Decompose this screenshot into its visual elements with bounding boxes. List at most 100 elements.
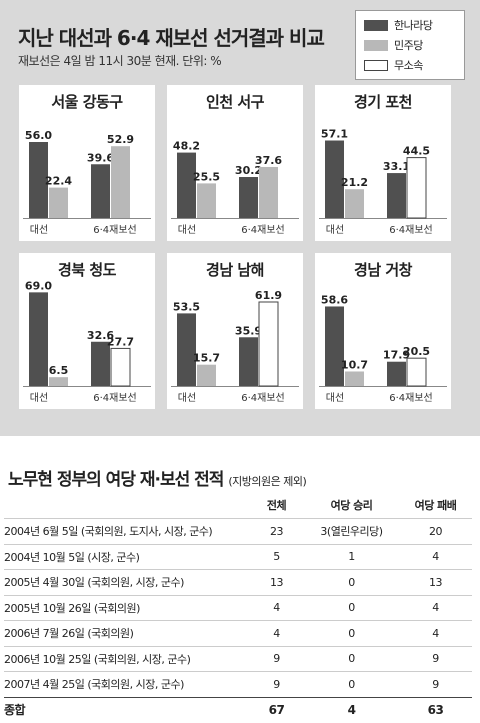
table-header-row: 전체 여당 승리 여당 패배 <box>4 492 472 519</box>
data-label: 52.9 <box>107 133 134 146</box>
panel-title: 경북 청도 <box>58 261 116 279</box>
bar <box>49 377 68 386</box>
category-label: 대선 <box>326 224 344 236</box>
bar <box>239 177 258 218</box>
legend-label: 민주당 <box>394 39 423 52</box>
panel-chart: 53.5 15.7 대선 35.9 61.9 6·4재보선 <box>171 289 299 404</box>
win-count: 0 <box>304 569 399 595</box>
panel-chart: 57.1 21.2 대선 33.1 44.5 6·4재보선 <box>319 128 447 236</box>
table-title: 노무현 정부의 여당 재·보선 전적 (지방의원은 제외) <box>8 465 307 490</box>
bar <box>345 371 364 386</box>
category-label: 대선 <box>30 392 48 404</box>
bar <box>325 140 344 218</box>
bar <box>258 301 279 387</box>
chart-panel: 서울 강동구 56.0 22.4 대선 39.6 52.9 6·4재보선 <box>19 85 155 241</box>
legend-label: 무소속 <box>394 59 423 72</box>
win-count: 4 <box>304 696 399 722</box>
table-row: 2007년 4월 25일 (국회의원, 시장, 군수) 9 0 9 <box>4 671 472 697</box>
bar <box>111 146 130 218</box>
bar <box>197 183 216 218</box>
chart-panel: 경남 거창 58.6 10.7 대선 17.9 20.5 6·4재보선 <box>315 253 451 409</box>
data-label: 20.5 <box>403 345 430 358</box>
chart-panel: 인천 서구 48.2 25.5 대선 30.2 37.6 6·4재보선 <box>167 85 303 241</box>
panel-title: 경남 거창 <box>354 261 412 279</box>
bar <box>345 189 364 218</box>
bar <box>49 187 68 218</box>
panel-title: 경기 포천 <box>354 93 412 111</box>
win-count: 3(열린우리당) <box>304 518 399 544</box>
data-label: 48.2 <box>173 140 200 153</box>
bar <box>325 306 344 386</box>
total-count: 4 <box>249 594 304 621</box>
category-label: 대선 <box>30 224 48 236</box>
loss-count: 4 <box>399 543 472 570</box>
table-note: (지방의원은 제외) <box>228 475 307 488</box>
category-label: 6·4재보선 <box>241 224 285 236</box>
loss-count: 63 <box>399 696 472 722</box>
data-label: 21.2 <box>341 176 368 189</box>
row-label: 2005년 4월 30일 (국회의원, 시장, 군수) <box>4 569 249 595</box>
legend-item: 민주당 <box>364 37 423 53</box>
data-label: 35.9 <box>235 324 262 337</box>
win-count: 0 <box>304 645 399 672</box>
chart-subtitle: 재보선은 4일 밤 11시 30분 현재. 단위: % <box>18 54 222 68</box>
data-label: 57.1 <box>321 128 348 141</box>
legend-swatch <box>364 59 388 71</box>
loss-count: 4 <box>399 620 472 646</box>
panel-title: 인천 서구 <box>206 93 264 111</box>
chart-panel: 경기 포천 57.1 21.2 대선 33.1 44.5 6·4재보선 <box>315 85 451 241</box>
bar <box>29 292 48 386</box>
data-label: 30.2 <box>235 164 262 177</box>
category-label: 대선 <box>178 224 196 236</box>
data-label: 69.0 <box>25 279 52 292</box>
legend: 한나라당 민주당 무소속 <box>355 10 465 80</box>
win-count: 0 <box>304 594 399 621</box>
total-count: 5 <box>249 543 304 570</box>
category-label: 6·4재보선 <box>389 392 433 404</box>
category-label: 6·4재보선 <box>389 224 433 236</box>
total-count: 13 <box>249 569 304 595</box>
legend-item: 한나라당 <box>364 17 433 33</box>
bar <box>387 361 406 386</box>
data-label: 6.5 <box>49 364 69 377</box>
chart-title: 지난 대선과 6·4 재보선 선거결과 비교 <box>18 26 325 50</box>
table-row: 2006년 10월 25일 (국회의원, 시장, 군수) 9 0 9 <box>4 645 472 672</box>
panel-chart: 48.2 25.5 대선 30.237.6 6·4재보선 <box>171 140 299 236</box>
category-label: 6·4재보선 <box>93 224 137 236</box>
loss-count: 4 <box>399 594 472 621</box>
bar <box>29 142 48 218</box>
data-label: 27.7 <box>107 335 134 348</box>
row-label: 2007년 4월 25일 (국회의원, 시장, 군수) <box>4 671 249 697</box>
legend-item: 무소속 <box>364 57 423 73</box>
table-row: 2005년 10월 26일 (국회의원) 4 0 4 <box>4 594 472 621</box>
data-label: 25.5 <box>193 170 220 183</box>
column-header: 여당 승리 <box>330 499 373 512</box>
bar <box>239 337 258 386</box>
legend-swatch <box>364 19 388 31</box>
table-row: 2006년 7월 26일 (국회의원) 4 0 4 <box>4 620 472 646</box>
column-header: 전체 <box>266 499 287 512</box>
legend-label: 한나라당 <box>394 19 433 32</box>
chart-panel: 경북 청도 69.0 6.5 대선 32.6 27.7 6·4재보선 <box>19 253 155 409</box>
bar <box>197 364 216 386</box>
loss-count: 13 <box>399 569 472 595</box>
data-label: 37.6 <box>255 154 282 167</box>
bar <box>91 164 110 218</box>
data-label: 61.9 <box>255 289 282 302</box>
bar <box>91 341 110 386</box>
bar <box>406 157 427 219</box>
data-label: 56.0 <box>25 129 52 142</box>
table-title-text: 노무현 정부의 여당 재·보선 전적 <box>8 470 224 490</box>
legend-swatch <box>364 39 388 51</box>
bar <box>110 347 131 387</box>
data-label: 58.6 <box>321 293 348 306</box>
panel-chart: 69.0 6.5 대선 32.627.7 6·4재보선 <box>23 279 151 404</box>
data-label: 32.6 <box>87 329 114 342</box>
bar <box>177 152 196 218</box>
data-label: 10.7 <box>341 358 368 371</box>
data-label: 53.5 <box>173 300 200 313</box>
total-count: 67 <box>249 696 304 722</box>
chart-panel: 경남 남해 53.5 15.7 대선 35.9 61.9 6·4재보선 <box>167 253 303 409</box>
table-row: 2005년 4월 30일 (국회의원, 시장, 군수) 13 0 13 <box>4 569 472 595</box>
bar <box>259 166 278 218</box>
